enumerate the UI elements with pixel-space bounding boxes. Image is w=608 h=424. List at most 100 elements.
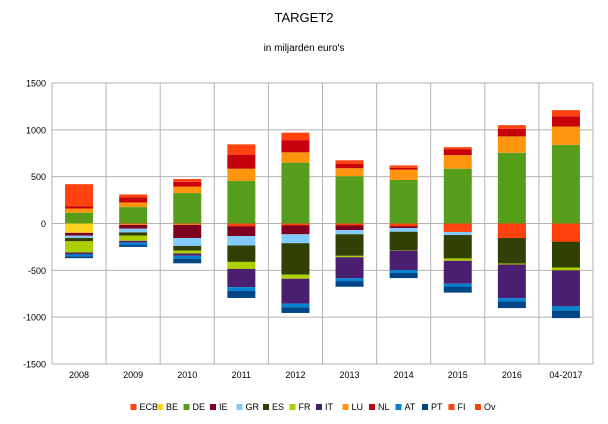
bar-segment-at — [227, 287, 256, 291]
y-tick-label: 500 — [31, 172, 46, 182]
bar-segment-de — [227, 180, 256, 224]
bar-segment-ie — [65, 232, 94, 236]
legend-swatch — [130, 404, 137, 410]
bar-segment-lu — [497, 136, 526, 153]
legend: ECB BE DE IE GR ES FR IT LU NL AT PT FI Ov — [130, 402, 496, 412]
bar-segment-ie — [281, 224, 310, 235]
bar-segment-de — [443, 168, 472, 224]
legend-label: PT — [431, 402, 443, 412]
bar-segment-de — [281, 162, 310, 224]
bar-layer — [65, 110, 580, 319]
legend-label: ECB — [140, 402, 159, 412]
bar-segment-lu — [335, 168, 364, 177]
bar-segment-gr — [65, 235, 94, 239]
bar-segment-ie — [119, 224, 148, 229]
bar-segment-it — [281, 278, 310, 304]
legend-label: FI — [458, 402, 466, 412]
bar-segment-fi-negative — [173, 223, 202, 225]
bar-segment-fi — [65, 184, 94, 207]
bar-segment-be — [65, 223, 94, 233]
bar-segment-ie — [227, 224, 256, 237]
bar-segment-ie — [335, 224, 364, 231]
x-tick-label: 2008 — [69, 370, 89, 380]
legend-label: LU — [352, 402, 364, 412]
bar-segment-at — [119, 242, 148, 246]
bar-segment-nl — [335, 164, 364, 169]
legend-label: GR — [246, 402, 260, 412]
bar-segment-lu — [389, 169, 418, 180]
bar-segment-at — [497, 298, 526, 302]
bar-segment-es — [281, 243, 310, 275]
y-tick-label: 1500 — [26, 79, 46, 89]
bar-segment-nl — [443, 149, 472, 156]
bar-segment-nl — [389, 167, 418, 170]
y-tick-label: 0 — [41, 219, 46, 229]
legend-label: BE — [166, 402, 178, 412]
axis-layer: -1500 -1000 -500 0 500 1000 1500 2008 2009 2010 20… — [23, 79, 582, 381]
legend-swatch — [236, 404, 243, 410]
legend-swatch — [369, 404, 375, 410]
legend-swatch — [289, 404, 296, 410]
bar-segment-it — [443, 260, 472, 284]
bar-segment-pt — [227, 290, 256, 298]
chart-title: TARGET2 — [274, 10, 334, 25]
bar-segment-ecb-negative — [389, 223, 418, 227]
legend-label: AT — [405, 402, 416, 412]
bar-segment-nl — [227, 154, 256, 169]
legend-swatch — [342, 404, 349, 410]
chart-subtitle: in miljarden euro's — [263, 43, 345, 54]
x-tick-label: 2015 — [448, 370, 468, 380]
bar-segment-ecb-negative — [335, 223, 364, 226]
x-tick-label: 2011 — [232, 370, 251, 380]
bar-segment-pt — [281, 307, 310, 313]
bar-segment-nl — [119, 197, 148, 203]
legend-swatch — [475, 404, 481, 410]
x-tick-label: 2016 — [502, 370, 522, 380]
bar-segment-nl — [551, 116, 580, 127]
bar-segment-fr — [65, 241, 94, 253]
legend-swatch — [210, 404, 216, 410]
bar-segment-fr — [173, 250, 202, 254]
bar-segment-fr — [497, 263, 526, 265]
bar-segment-de — [119, 207, 148, 224]
bar-segment-es — [335, 234, 364, 256]
legend-label: Ov — [484, 402, 496, 412]
legend-swatch — [422, 404, 428, 410]
bar-segment-lu — [119, 202, 148, 208]
legend-label: IT — [325, 402, 334, 412]
bar-segment-nl — [173, 181, 202, 187]
bar-segment-gr — [281, 234, 310, 244]
bar-segment-at — [335, 278, 364, 282]
bar-segment-gr — [389, 227, 418, 232]
bar-segment-es — [389, 231, 418, 251]
x-tick-label: 2013 — [340, 370, 360, 380]
bar-segment-fi-negative — [227, 223, 256, 227]
bar-segment-it — [551, 270, 580, 307]
legend-label: ES — [272, 402, 284, 412]
y-tick-label: 1000 — [26, 125, 46, 135]
legend-label: FR — [299, 402, 311, 412]
bar-segment-at — [389, 270, 418, 273]
bar-segment-es — [443, 235, 472, 259]
legend-swatch — [263, 404, 269, 410]
bar-segment-ov — [281, 132, 310, 141]
legend-label: IE — [219, 402, 228, 412]
x-tick-label: 2010 — [177, 370, 197, 380]
legend-swatch — [448, 404, 455, 410]
bar-segment-pt — [335, 281, 364, 287]
bar-segment-fr — [227, 261, 256, 269]
bar-segment-nl — [65, 206, 94, 209]
bar-segment-pt — [389, 272, 418, 279]
bar-segment-gr — [119, 228, 148, 233]
bar-segment-fr — [281, 274, 310, 279]
bar-segment-ov — [497, 125, 526, 129]
bar-segment-lu — [551, 126, 580, 145]
bar-segment-fr — [389, 250, 418, 251]
bar-segment-lu — [173, 186, 202, 194]
x-tick-label: 2014 — [394, 370, 414, 380]
bar-segment-de — [335, 176, 364, 224]
bar-segment-fr — [119, 235, 148, 241]
bar-segment-gr — [173, 238, 202, 246]
legend-swatch — [316, 404, 322, 410]
